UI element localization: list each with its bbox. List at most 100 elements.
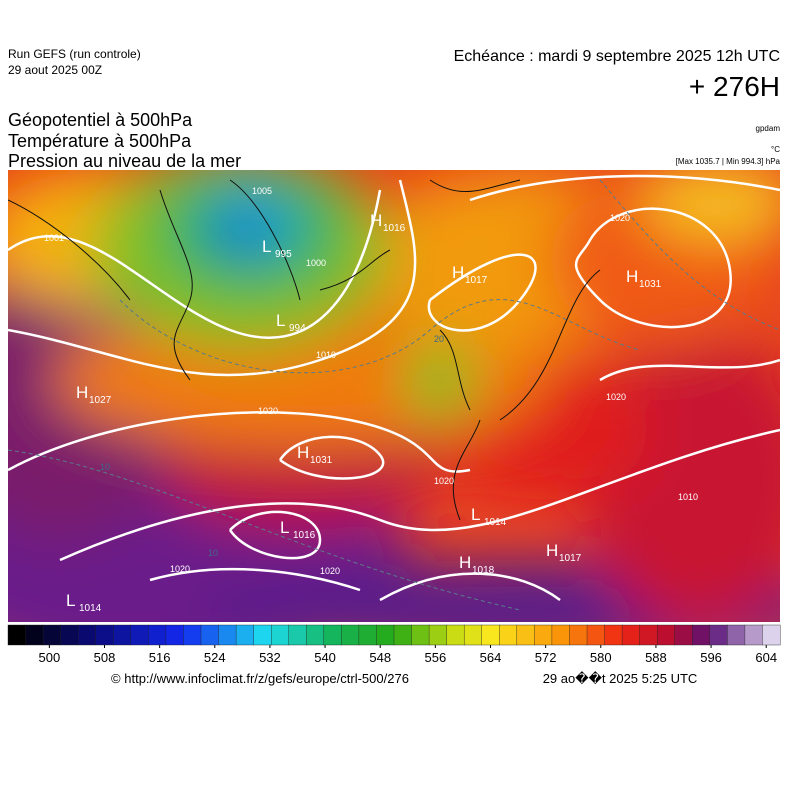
center-letter: H — [76, 383, 88, 402]
map — [8, 170, 780, 622]
colorbar-swatch — [481, 624, 500, 646]
colorbar-tick-label: 572 — [535, 650, 557, 665]
temperature-label: 20 — [434, 334, 444, 344]
colorbar-swatch — [341, 624, 360, 646]
center-letter: L — [262, 237, 271, 256]
colorbar-swatch — [604, 624, 623, 646]
center-letter: L — [280, 518, 289, 537]
unit-label: °C — [771, 145, 780, 154]
colorbar-swatch — [586, 624, 606, 646]
colorbar-swatch — [25, 624, 44, 646]
center-value: 995 — [275, 249, 292, 260]
colorbar-tick-label: 532 — [259, 650, 281, 665]
colorbar-swatch — [253, 624, 272, 646]
colorbar-swatch — [376, 624, 395, 646]
colorbar-swatch — [551, 624, 570, 646]
colorbar-swatch — [692, 624, 711, 646]
colorbar-swatch — [288, 624, 307, 646]
isobar-label: 1020 — [610, 213, 630, 223]
isobar-label: 1010 — [678, 492, 698, 502]
center-value: 1016 — [293, 530, 316, 541]
colorbar-swatch — [744, 624, 763, 646]
colorbar-swatch — [306, 624, 325, 646]
colorbar-tick-label: 516 — [149, 650, 171, 665]
colorbar-swatch — [428, 624, 448, 646]
center-letter: H — [297, 443, 309, 462]
colorbar-tick-label: 508 — [94, 650, 116, 665]
colorbar-swatch — [446, 624, 465, 646]
isobar-label: 1020 — [434, 476, 454, 486]
colorbar-swatch — [235, 624, 255, 646]
extremes-label: [Max 1035.7 | Min 994.3] hPa — [676, 157, 781, 166]
center-value: 994 — [289, 323, 306, 334]
colorbar-swatch — [393, 624, 413, 646]
colorbar-swatch — [183, 624, 202, 646]
isobar-label: 1000 — [306, 258, 326, 268]
colorbar-swatch — [727, 624, 746, 646]
colorbar-swatch — [218, 624, 237, 646]
colorbar-swatch — [621, 624, 641, 646]
center-value: 1014 — [79, 603, 102, 614]
colorbar-tick-label: 588 — [645, 650, 667, 665]
temperature-label: 10 — [208, 548, 218, 558]
center-value: 1014 — [484, 517, 507, 528]
colorbar: 500 508 516 524 532 540 548 556 564 572 580 588 596 6… — [7, 624, 781, 665]
colorbar-swatch — [762, 624, 781, 646]
colorbar-tick-label: 548 — [369, 650, 391, 665]
center-value: 1027 — [89, 395, 112, 406]
colorbar-swatch — [42, 624, 62, 646]
isobar-label: 1020 — [320, 566, 340, 576]
center-value: 1031 — [639, 279, 662, 290]
colorbar-swatch — [60, 624, 79, 646]
title-line: Température à 500hPa — [8, 131, 192, 151]
colorbar-swatch — [270, 624, 290, 646]
center-value: 1016 — [383, 223, 406, 234]
colorbar-tick-label: 596 — [700, 650, 722, 665]
colorbar-tick-label: 524 — [204, 650, 226, 665]
isobar-label: 1001 — [44, 233, 64, 243]
colorbar-swatch — [534, 624, 553, 646]
center-letter: H — [459, 553, 471, 572]
colorbar-swatch — [516, 624, 535, 646]
colorbar-tick-label: 500 — [39, 650, 61, 665]
isobar-label: 1005 — [252, 186, 272, 196]
center-letter: H — [370, 211, 382, 230]
center-value: 1017 — [559, 553, 582, 564]
generated-time: 29 ao��t 2025 5:25 UTC — [543, 670, 698, 686]
colorbar-swatch — [77, 624, 97, 646]
center-letter: L — [66, 591, 75, 610]
colorbar-tick-label: 604 — [755, 650, 777, 665]
colorbar-swatch — [130, 624, 149, 646]
isobar-label: 1010 — [316, 350, 336, 360]
colorbar-swatch — [95, 624, 114, 646]
colorbar-swatch — [656, 624, 676, 646]
colorbar-swatch — [499, 624, 518, 646]
colorbar-swatch — [674, 624, 693, 646]
colorbar-swatch — [463, 624, 483, 646]
colorbar-tick-label: 580 — [590, 650, 612, 665]
colorbar-swatch — [165, 624, 184, 646]
source-url: © http://www.infoclimat.fr/z/gefs/europe… — [111, 671, 409, 686]
center-letter: H — [452, 263, 464, 282]
title-line: Géopotentiel à 500hPa — [8, 110, 193, 130]
colorbar-swatch — [639, 624, 658, 646]
colorbar-tick-label: 540 — [314, 650, 336, 665]
center-letter: L — [276, 311, 285, 330]
center-letter: H — [626, 267, 638, 286]
isobar-label: 1020 — [606, 392, 626, 402]
run-name: Run GEFS (run controle) — [8, 47, 141, 61]
center-letter: L — [471, 505, 480, 524]
title-line: Pression au niveau de la mer — [8, 151, 241, 171]
center-value: 1031 — [310, 455, 333, 466]
colorbar-swatch — [7, 624, 27, 646]
colorbar-swatch — [569, 624, 588, 646]
run-date: 29 aout 2025 00Z — [8, 63, 102, 77]
colorbar-swatch — [200, 624, 220, 646]
unit-label: gpdam — [756, 124, 781, 133]
colorbar-swatch — [411, 624, 430, 646]
colorbar-tick-label: 564 — [480, 650, 502, 665]
center-value: 1018 — [472, 565, 495, 576]
colorbar-tick-label: 556 — [425, 650, 447, 665]
